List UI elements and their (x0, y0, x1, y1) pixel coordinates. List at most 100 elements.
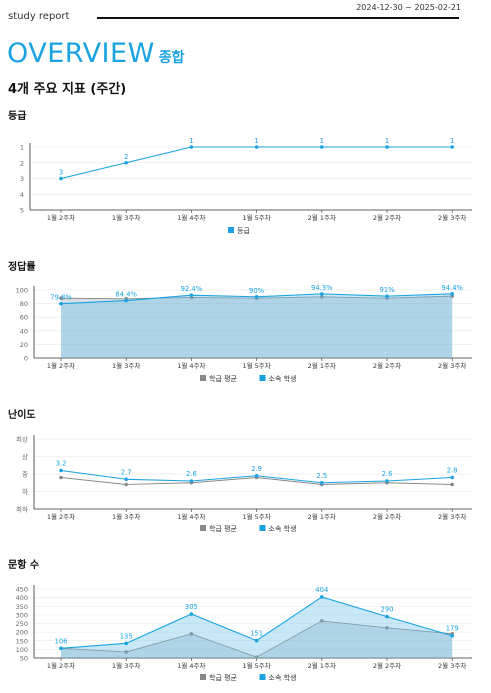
series-area (61, 596, 453, 658)
legend-swatch (259, 375, 266, 381)
y-tick-label: 최상 (16, 435, 28, 444)
legend-label: 학급 평균 (209, 524, 238, 533)
data-point (59, 176, 63, 181)
data-point (124, 650, 128, 654)
legend-label: 학급 평균 (209, 673, 238, 682)
data-point (320, 480, 324, 485)
data-label: 1 (189, 137, 193, 145)
data-point (385, 614, 389, 619)
data-label: 106 (55, 637, 68, 645)
data-point (189, 612, 194, 616)
data-point (59, 301, 63, 306)
date-range: 2024-12-30 ~ 2025-02-21 (356, 3, 461, 12)
series-area (61, 296, 453, 358)
data-point (385, 479, 389, 483)
y-tick-label: 4 (20, 191, 24, 199)
data-label: 2.9 (251, 465, 262, 473)
data-label: 2.5 (316, 472, 327, 480)
x-tick-label: 2월 2주차 (373, 213, 401, 222)
y-tick-label: 50 (20, 655, 28, 663)
x-tick-label: 2월 3주차 (438, 661, 466, 670)
x-tick-label: 1월 4주차 (177, 512, 205, 521)
x-tick-label: 2월 3주차 (438, 512, 466, 521)
y-tick-label: 100 (16, 287, 28, 295)
data-point (189, 632, 194, 636)
legend-swatch (200, 375, 206, 381)
data-point (385, 294, 389, 298)
difficulty-chart: 최하 하중 상 최상 1월 2주차 1월 3주차 1월 4주차 1월 5주차 2월 1주차 2월 … (16, 435, 472, 533)
x-tick-label: 2월 1주차 (308, 361, 336, 370)
data-label: 290 (381, 606, 394, 614)
legend-label: 소속 학생 (269, 673, 297, 682)
y-tick-label: 250 (16, 620, 28, 628)
y-tick-label: 400 (16, 594, 28, 602)
data-point (59, 296, 63, 300)
page-title: OVERVIEW 종합 (7, 38, 185, 69)
y-tick-label: 0 (24, 355, 28, 363)
data-label: 84.4% (115, 291, 137, 299)
data-label: 91% (379, 286, 395, 294)
data-point (124, 298, 128, 303)
data-point (320, 145, 324, 149)
x-tick-label: 1월 3주차 (112, 512, 140, 521)
x-tick-label: 2월 2주차 (373, 512, 401, 521)
chart-title-question-count: 문항 수 (8, 560, 40, 571)
y-tick-label: 150 (16, 637, 28, 645)
data-label: 2 (124, 153, 128, 161)
y-tick-label: 80 (20, 300, 28, 308)
data-point (385, 145, 389, 149)
data-point (254, 145, 259, 149)
data-label: 179 (446, 625, 459, 633)
x-tick-label: 1월 5주차 (242, 361, 270, 370)
x-tick-label: 2월 1주차 (308, 512, 336, 521)
legend-swatch (200, 525, 206, 531)
y-tick-label: 40 (20, 327, 28, 335)
legend-swatch (228, 227, 234, 233)
data-point (254, 473, 259, 478)
x-tick-label: 1월 5주차 (242, 512, 270, 521)
data-label: 3 (59, 169, 63, 177)
data-label: 94.4% (441, 284, 463, 292)
y-tick-label: 3 (20, 175, 24, 183)
data-label: 79.8% (50, 294, 72, 302)
data-point (450, 145, 455, 149)
data-point (450, 475, 455, 480)
x-tick-label: 2월 3주차 (438, 213, 466, 222)
x-tick-label: 2월 1주차 (308, 661, 336, 670)
header-divider (97, 17, 459, 19)
x-tick-label: 1월 5주차 (242, 661, 270, 670)
x-tick-label: 1월 2주차 (47, 361, 75, 370)
data-point (189, 293, 194, 297)
y-tick-label: 중 (22, 471, 28, 479)
page-title-main: OVERVIEW (7, 38, 155, 69)
data-label: 94.3% (311, 284, 333, 292)
data-label: 2.6 (382, 470, 393, 478)
data-point (59, 475, 63, 480)
x-tick-label: 2월 2주차 (373, 661, 401, 670)
data-point (124, 482, 128, 487)
legend-swatch (259, 525, 266, 531)
data-label: 1 (450, 137, 454, 145)
chart-title-accuracy: 정답률 (8, 262, 36, 273)
x-tick-label: 1월 3주차 (112, 213, 140, 222)
data-point (189, 479, 194, 483)
legend-label: 학급 평균 (209, 374, 238, 383)
x-tick-label: 2월 3주차 (438, 361, 466, 370)
x-tick-label: 1월 2주차 (47, 512, 75, 521)
data-label: 3.2 (56, 460, 67, 468)
y-tick-label: 5 (20, 207, 24, 215)
chart-title-grade: 등급 (8, 111, 27, 122)
data-label: 151 (250, 630, 263, 638)
x-tick-label: 1월 4주차 (177, 361, 205, 370)
data-label: 305 (185, 603, 198, 611)
y-tick-label: 200 (16, 629, 28, 637)
y-tick-label: 1 (20, 144, 24, 152)
data-point (450, 633, 455, 638)
legend-swatch (259, 674, 266, 680)
data-point (124, 641, 128, 646)
page-title-sub: 종합 (158, 50, 185, 66)
data-point (124, 160, 128, 165)
data-point (59, 468, 63, 473)
x-tick-label: 1월 4주차 (177, 213, 205, 222)
